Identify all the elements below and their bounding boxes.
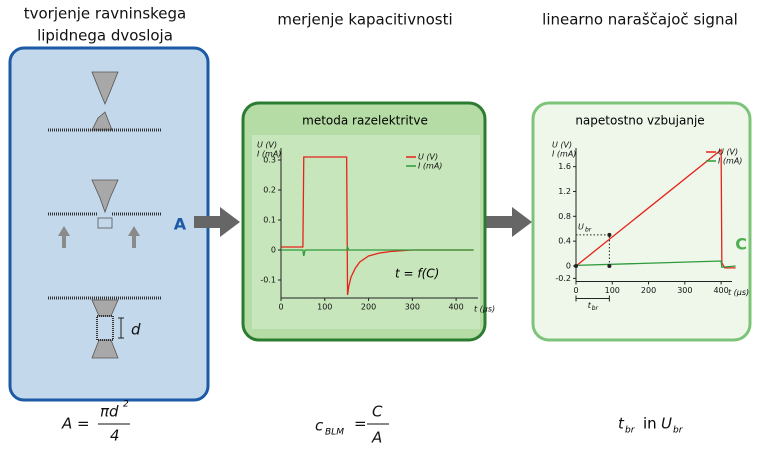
heading: merjenje kapacitivnosti (277, 11, 452, 29)
letter: C (735, 235, 747, 254)
formula: A = (61, 415, 90, 433)
formula: BLM (325, 428, 344, 438)
dot (607, 264, 611, 268)
y-axis-label: U (V) (257, 141, 277, 150)
formula: C (372, 403, 383, 421)
y-tick-label: 0.4 (558, 237, 571, 246)
x-tick-label: 400 (713, 286, 728, 295)
dot (574, 264, 578, 268)
formula: br (625, 426, 636, 436)
formula: in (643, 415, 657, 433)
x-tick-label: 300 (405, 303, 420, 312)
legend-label: U (V) (718, 148, 738, 157)
y-tick-label: 0 (566, 261, 571, 270)
formula: 2 (123, 400, 129, 410)
x-tick-label: 0 (573, 286, 578, 295)
dimension: d (131, 321, 141, 339)
y-tick-label: -0.1 (260, 276, 276, 285)
letter: A (174, 215, 187, 234)
heading: tvorjenje ravninskega (24, 5, 187, 23)
y-axis-label: I (mA) (552, 150, 576, 159)
x-axis-label: t (µs) (474, 305, 495, 314)
t-br-sub: br (592, 305, 599, 312)
formula: A (371, 429, 382, 447)
panel-c (533, 103, 750, 340)
x-tick-label: 200 (361, 303, 376, 312)
x-tick-label: 400 (448, 303, 463, 312)
y-tick-label: 1.6 (558, 162, 571, 171)
x-tick-label: 0 (278, 303, 283, 312)
chart-title: metoda razelektritve (302, 114, 428, 128)
x-tick-label: 200 (641, 286, 656, 295)
x-tick-label: 100 (317, 303, 332, 312)
formula: br (673, 426, 684, 436)
y-tick-label: 0.1 (263, 216, 276, 225)
legend-label: U (V) (418, 153, 438, 162)
y-tick-label: 1.2 (558, 187, 571, 196)
annotation: t = f(C) (395, 267, 439, 281)
formula: c (315, 417, 324, 435)
chart-title: napetostno vzbujanje (575, 114, 704, 128)
formula: πd (100, 403, 119, 421)
y-tick-label: 0.3 (263, 156, 276, 165)
arrow (486, 207, 532, 237)
heading: linearno naraščajoč signal (542, 11, 738, 29)
u-br-sub: br (585, 226, 592, 233)
x-tick-label: 100 (605, 286, 620, 295)
formula: U (661, 415, 672, 433)
formula: 4 (110, 427, 120, 445)
formula: = (354, 415, 367, 433)
plot-background (252, 135, 480, 329)
y-tick-label: 0.8 (558, 212, 571, 221)
legend-label: I (mA) (718, 157, 742, 166)
formula: t (618, 415, 625, 433)
legend-label: I (mA) (418, 162, 442, 171)
breakdown-point (607, 233, 611, 237)
y-tick-label: 0.2 (263, 186, 276, 195)
u-br: U (578, 222, 584, 231)
y-axis-label: U (V) (552, 141, 572, 150)
y-tick-label: -0.2 (555, 274, 571, 283)
x-tick-label: 300 (677, 286, 692, 295)
heading: lipidnega dvosloja (37, 27, 173, 45)
page: tvorjenje ravninskega lipidnega dvosloja… (0, 0, 762, 450)
y-tick-label: 0 (271, 246, 276, 255)
x-axis-label: t (µs) (728, 288, 749, 297)
